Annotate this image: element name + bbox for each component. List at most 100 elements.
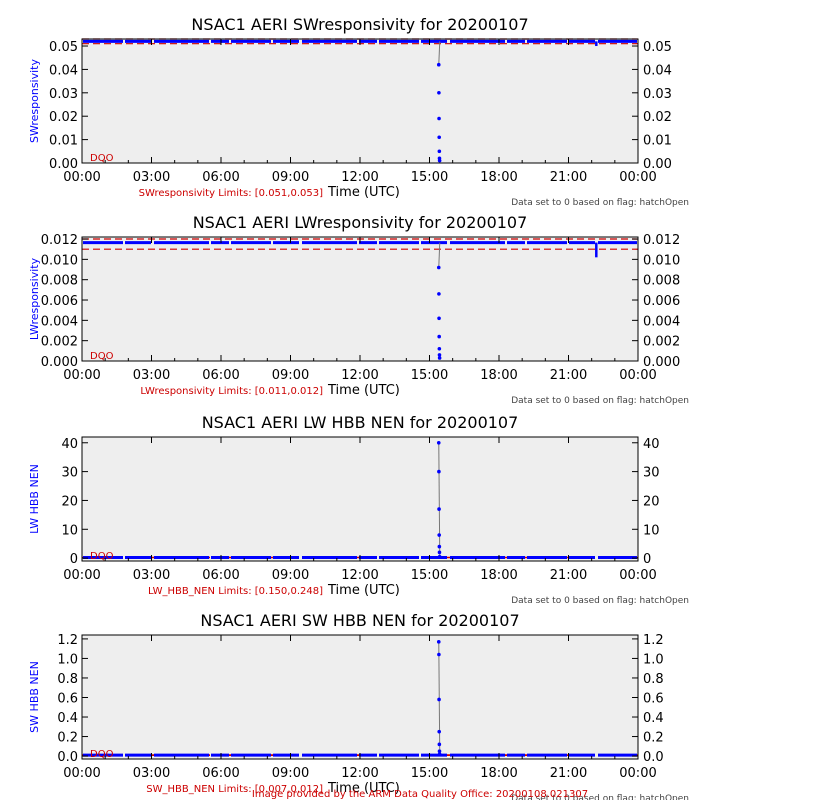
- y-tick-label-right: 0.04: [643, 63, 672, 78]
- y-tick-label-right: 0.2: [643, 731, 664, 746]
- x-tick-label: 15:00: [411, 368, 448, 383]
- y-tick-label-left: 0.004: [41, 314, 78, 329]
- chart-panel-2: NSAC1 AERI LWresponsivity for 20200107 LW…: [28, 213, 689, 406]
- y-axis-label: LWresponsivity: [28, 257, 41, 340]
- y-tick-label-left: 0.000: [41, 355, 78, 370]
- plot-area: [82, 39, 638, 163]
- x-tick-label: 15:00: [411, 766, 448, 781]
- chart-panel-4: NSAC1 AERI SW HBB NEN for 20200107 SW HBB…: [28, 611, 689, 800]
- limits-label: SWresponsivity Limits: [0.051,0.053]: [139, 188, 323, 199]
- data-point-spike-1: [436, 440, 441, 445]
- x-tick-label: 06:00: [202, 170, 239, 185]
- y-tick-label-left: 0.010: [41, 253, 78, 268]
- data-point-spike-1: [436, 640, 441, 644]
- x-axis-label: Time (UTC): [327, 781, 400, 796]
- x-tick-label: 00:00: [619, 568, 656, 583]
- y-tick-label-right: 20: [643, 494, 660, 509]
- chart-panel-3: NSAC1 AERI LW HBB NEN for 20200107 LW HBB…: [28, 413, 689, 606]
- y-tick-label-left: 0.006: [41, 294, 78, 309]
- data-point-spike-6: [437, 749, 442, 753]
- data-point-spike-7: [437, 356, 442, 360]
- x-tick-label: 00:00: [619, 368, 656, 383]
- x-tick-label: 03:00: [133, 170, 170, 185]
- y-axis-label: LW HBB NEN: [28, 464, 41, 534]
- y-tick-label-left: 0.02: [49, 110, 78, 125]
- y-axis-label: SWresponsivity: [28, 59, 41, 143]
- x-tick-label: 18:00: [480, 568, 517, 583]
- x-tick-label: 12:00: [341, 368, 378, 383]
- data-point-spike-3: [437, 507, 441, 511]
- y-tick-label-left: 0.012: [41, 233, 78, 248]
- x-tick-label: 09:00: [272, 170, 309, 185]
- spike-connector-line: [438, 242, 441, 268]
- y-tick-label-left: 0.0: [57, 750, 78, 765]
- y-tick-label-left: 0.00: [49, 157, 78, 172]
- y-tick-label-left: 0.8: [57, 672, 78, 687]
- data-point-spike-5: [437, 544, 442, 549]
- data-point-spike-2: [437, 469, 441, 474]
- y-tick-label-left: 0.6: [57, 691, 78, 706]
- plot-area: [82, 635, 638, 759]
- chart-title: NSAC1 AERI LW HBB NEN for 20200107: [202, 413, 519, 432]
- spike-connector-line: [438, 442, 441, 558]
- x-tick-label: 00:00: [619, 766, 656, 781]
- flag-note: Data set to 0 based on flag: hatchOpen: [511, 794, 689, 800]
- x-tick-label: 06:00: [202, 766, 239, 781]
- x-tick-label: 06:00: [202, 368, 239, 383]
- y-tick-label-right: 0.010: [643, 253, 680, 268]
- x-tick-label: 21:00: [550, 368, 587, 383]
- x-tick-label: 15:00: [411, 568, 448, 583]
- data-point-spike-2: [437, 292, 441, 296]
- limits-label: LW_HBB_NEN Limits: [0.150,0.248]: [148, 586, 323, 597]
- y-tick-label-right: 0.03: [643, 87, 672, 102]
- y-tick-label-right: 0.000: [643, 355, 680, 370]
- data-point-spike-4: [437, 729, 441, 734]
- x-tick-label: 12:00: [341, 568, 378, 583]
- x-axis-label: Time (UTC): [327, 383, 400, 398]
- y-tick-label-right: 0.004: [643, 314, 680, 329]
- dqo-label: DQO: [90, 749, 114, 760]
- y-tick-label-left: 0.008: [41, 274, 78, 289]
- y-tick-label-right: 0.0: [643, 750, 664, 765]
- chart-title: NSAC1 AERI SW HBB NEN for 20200107: [200, 611, 519, 630]
- y-tick-label-right: 10: [643, 523, 660, 538]
- x-tick-label: 06:00: [202, 568, 239, 583]
- x-tick-label: 18:00: [480, 170, 517, 185]
- y-tick-label-left: 0.04: [49, 63, 78, 78]
- data-point-spike-3: [437, 116, 441, 121]
- y-tick-label-left: 0.002: [41, 335, 78, 350]
- x-tick-label: 18:00: [480, 368, 517, 383]
- y-tick-label-left: 0.05: [49, 40, 78, 55]
- y-tick-label-right: 1.0: [643, 652, 664, 667]
- data-point-spike-3: [437, 697, 441, 702]
- data-point-spike-7: [437, 158, 442, 163]
- y-tick-label-right: 0.05: [643, 40, 672, 55]
- y-tick-label-left: 10: [61, 523, 78, 538]
- y-tick-label-left: 0.2: [57, 731, 78, 746]
- y-tick-label-right: 1.2: [643, 633, 664, 648]
- y-tick-label-left: 20: [61, 494, 78, 509]
- limits-label: LWresponsivity Limits: [0.011,0.012]: [140, 386, 323, 397]
- x-tick-label: 03:00: [133, 368, 170, 383]
- data-point-spike-7: [437, 554, 442, 559]
- x-tick-label: 03:00: [133, 766, 170, 781]
- dqo-label: DQO: [90, 351, 114, 362]
- x-tick-label: 00:00: [63, 766, 100, 781]
- x-tick-label: 00:00: [63, 170, 100, 185]
- flag-note: Data set to 0 based on flag: hatchOpen: [511, 596, 689, 606]
- data-point-spike-4: [437, 135, 441, 140]
- y-tick-label-right: 0.02: [643, 110, 672, 125]
- x-tick-label: 21:00: [550, 568, 587, 583]
- x-tick-label: 03:00: [133, 568, 170, 583]
- limits-label: SW_HBB_NEN Limits: [0.007,0.012]: [146, 784, 323, 795]
- flag-note: Data set to 0 based on flag: hatchOpen: [511, 198, 689, 208]
- data-point-spike-5: [437, 742, 442, 747]
- x-tick-label: 09:00: [272, 766, 309, 781]
- y-tick-label-right: 0: [643, 552, 651, 567]
- y-tick-label-right: 0.00: [643, 157, 672, 172]
- x-axis-label: Time (UTC): [327, 583, 400, 598]
- spike-connector-line: [438, 41, 441, 65]
- y-tick-label-left: 1.2: [57, 633, 78, 648]
- data-point-spike-6: [437, 353, 442, 357]
- y-tick-label-left: 30: [61, 466, 78, 481]
